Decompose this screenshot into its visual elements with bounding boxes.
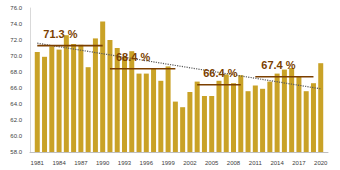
- svg-text:2008: 2008: [227, 160, 241, 166]
- svg-text:1981: 1981: [31, 160, 45, 166]
- svg-text:1993: 1993: [118, 160, 132, 166]
- svg-text:71.3 %: 71.3 %: [43, 28, 77, 40]
- svg-text:58.0: 58.0: [10, 149, 22, 155]
- svg-text:68.4 %: 68.4 %: [116, 51, 150, 63]
- svg-text:64.0: 64.0: [10, 101, 22, 107]
- svg-text:1984: 1984: [52, 160, 66, 166]
- svg-text:1990: 1990: [96, 160, 110, 166]
- svg-text:66.4 %: 66.4 %: [203, 67, 237, 79]
- svg-text:70.0: 70.0: [10, 53, 22, 59]
- svg-text:1999: 1999: [161, 160, 175, 166]
- svg-text:2020: 2020: [314, 160, 328, 166]
- svg-text:68.0: 68.0: [10, 69, 22, 75]
- svg-text:74.0: 74.0: [10, 21, 22, 27]
- svg-text:1987: 1987: [74, 160, 88, 166]
- svg-text:72.0: 72.0: [10, 37, 22, 43]
- svg-text:62.0: 62.0: [10, 117, 22, 123]
- svg-text:60.0: 60.0: [10, 133, 22, 139]
- svg-text:2017: 2017: [292, 160, 306, 166]
- svg-text:2005: 2005: [205, 160, 219, 166]
- svg-text:66.0: 66.0: [10, 85, 22, 91]
- svg-text:76.0: 76.0: [10, 5, 22, 11]
- svg-text:1996: 1996: [140, 160, 154, 166]
- svg-text:67.4 %: 67.4 %: [261, 59, 295, 71]
- svg-text:2014: 2014: [270, 160, 284, 166]
- svg-text:2002: 2002: [183, 160, 197, 166]
- svg-text:2011: 2011: [249, 160, 263, 166]
